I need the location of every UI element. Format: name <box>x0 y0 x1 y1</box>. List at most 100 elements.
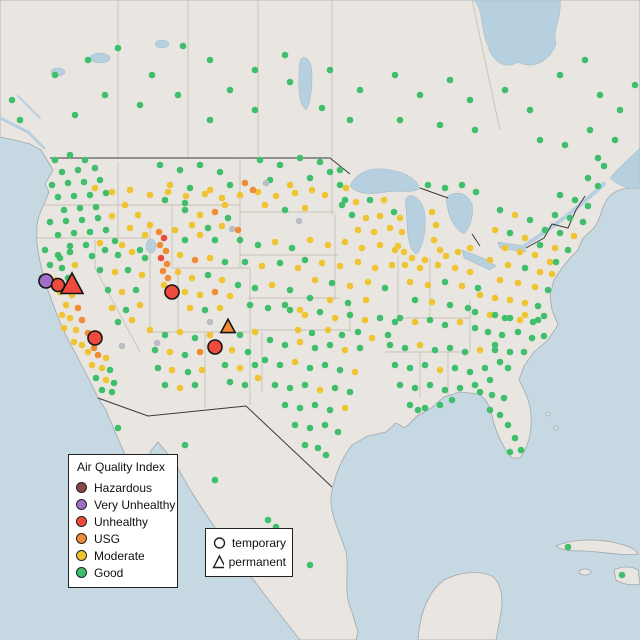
station-dot-good[interactable] <box>471 308 479 316</box>
station-dot-moderate[interactable] <box>358 244 366 252</box>
station-dot-good[interactable] <box>62 217 70 225</box>
station-dot-good[interactable] <box>486 376 494 384</box>
station-dot-good[interactable] <box>356 344 364 352</box>
station-dot-moderate[interactable] <box>206 186 214 194</box>
station-dot-moderate[interactable] <box>296 338 304 346</box>
station-dot-good[interactable] <box>488 391 496 399</box>
station-dot-moderate[interactable] <box>182 192 190 200</box>
station-dot-good[interactable] <box>98 386 106 394</box>
station-dot-good[interactable] <box>286 78 294 86</box>
station-dot-good[interactable] <box>486 406 494 414</box>
station-dot-moderate[interactable] <box>261 201 269 209</box>
station-dot-good[interactable] <box>556 71 564 79</box>
station-dot-moderate[interactable] <box>301 311 309 319</box>
station-dot-good[interactable] <box>426 381 434 389</box>
station-dot-good[interactable] <box>101 246 109 254</box>
station-dot-good[interactable] <box>328 279 336 287</box>
station-dot-good[interactable] <box>234 281 242 289</box>
station-dot-moderate[interactable] <box>146 326 154 334</box>
station-dot-moderate[interactable] <box>514 279 522 287</box>
station-dot-good[interactable] <box>86 191 94 199</box>
station-dot-good[interactable] <box>251 66 259 74</box>
station-dot-moderate[interactable] <box>376 241 384 249</box>
station-dot-good[interactable] <box>406 364 414 372</box>
station-dot-moderate[interactable] <box>121 201 129 209</box>
station-dot-good[interactable] <box>536 241 544 249</box>
station-dot-good[interactable] <box>311 344 319 352</box>
station-dot-good[interactable] <box>241 258 249 266</box>
station-dot-good[interactable] <box>114 251 122 259</box>
station-dot-good[interactable] <box>331 384 339 392</box>
station-dot-good[interactable] <box>426 316 434 324</box>
station-dot-good[interactable] <box>504 364 512 372</box>
station-dot-moderate[interactable] <box>364 278 372 286</box>
station-dot-good[interactable] <box>101 91 109 99</box>
station-dot-moderate[interactable] <box>60 324 68 332</box>
station-dot-good[interactable] <box>551 211 559 219</box>
station-dot-moderate[interactable] <box>516 316 524 324</box>
station-dot-moderate[interactable] <box>301 204 309 212</box>
station-dot-good[interactable] <box>326 341 334 349</box>
station-dot-good[interactable] <box>94 214 102 222</box>
station-dot-moderate[interactable] <box>166 348 174 356</box>
station-dot-inactive[interactable] <box>295 217 303 225</box>
station-dot-good[interactable] <box>484 328 492 336</box>
monitor-marker-unhealthy-circle[interactable] <box>50 277 66 293</box>
station-dot-good[interactable] <box>74 166 82 174</box>
station-dot-good[interactable] <box>424 181 432 189</box>
station-dot-good[interactable] <box>266 336 274 344</box>
station-dot-good[interactable] <box>251 361 259 369</box>
station-dot-moderate[interactable] <box>221 201 229 209</box>
station-dot-good[interactable] <box>431 346 439 354</box>
station-dot-usg[interactable] <box>191 256 199 264</box>
station-dot-moderate[interactable] <box>186 304 194 312</box>
station-dot-good[interactable] <box>517 446 525 454</box>
station-dot-usg[interactable] <box>196 348 204 356</box>
station-dot-good[interactable] <box>221 258 229 266</box>
station-dot-usg[interactable] <box>211 288 219 296</box>
station-dot-good[interactable] <box>321 421 329 429</box>
station-dot-good[interactable] <box>461 348 469 356</box>
station-dot-good[interactable] <box>66 151 74 159</box>
station-dot-good[interactable] <box>336 181 344 189</box>
station-dot-good[interactable] <box>110 379 118 387</box>
station-dot-good[interactable] <box>46 218 54 226</box>
station-dot-moderate[interactable] <box>206 331 214 339</box>
station-dot-moderate[interactable] <box>548 270 556 278</box>
station-dot-good[interactable] <box>206 56 214 64</box>
station-dot-moderate[interactable] <box>72 326 80 334</box>
station-dot-good[interactable] <box>401 344 409 352</box>
station-dot-good[interactable] <box>96 176 104 184</box>
station-dot-good[interactable] <box>501 314 509 322</box>
station-dot-moderate[interactable] <box>254 374 262 382</box>
station-dot-good[interactable] <box>406 401 414 409</box>
station-dot-good[interactable] <box>154 364 162 372</box>
station-dot-good[interactable] <box>534 316 542 324</box>
station-dot-good[interactable] <box>124 266 132 274</box>
station-dot-usg[interactable] <box>94 351 102 359</box>
station-dot-moderate[interactable] <box>324 326 332 334</box>
station-dot-moderate[interactable] <box>516 248 524 256</box>
station-dot-good[interactable] <box>136 246 144 254</box>
station-dot-usg[interactable] <box>234 226 242 234</box>
station-dot-inactive[interactable] <box>262 179 270 187</box>
station-dot-good[interactable] <box>296 404 304 412</box>
station-dot-good[interactable] <box>501 86 509 94</box>
station-dot-good[interactable] <box>136 101 144 109</box>
station-dot-moderate[interactable] <box>354 258 362 266</box>
station-dot-good[interactable] <box>92 203 100 211</box>
station-dot-good[interactable] <box>286 384 294 392</box>
station-dot-moderate[interactable] <box>570 232 578 240</box>
station-dot-moderate[interactable] <box>466 244 474 252</box>
station-dot-good[interactable] <box>326 168 334 176</box>
station-dot-moderate[interactable] <box>424 281 432 289</box>
station-dot-good[interactable] <box>186 184 194 192</box>
station-dot-moderate[interactable] <box>476 291 484 299</box>
station-dot-moderate[interactable] <box>176 384 184 392</box>
station-dot-good[interactable] <box>161 331 169 339</box>
station-dot-good[interactable] <box>226 86 234 94</box>
station-dot-good[interactable] <box>114 318 122 326</box>
station-dot-moderate[interactable] <box>96 239 104 247</box>
station-dot-moderate[interactable] <box>536 268 544 276</box>
station-dot-moderate[interactable] <box>218 222 226 230</box>
